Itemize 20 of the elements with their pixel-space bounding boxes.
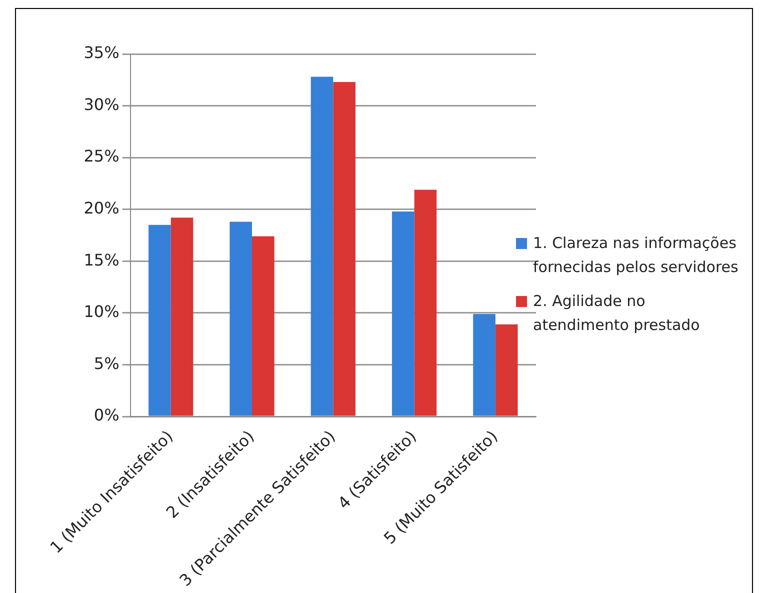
y-tick-label: 20% [84,198,120,218]
bar [170,218,194,416]
bar [392,211,414,416]
y-tick-label: 5% [94,354,120,373]
bar [148,224,171,416]
bar [230,222,252,416]
bar [252,236,274,416]
bar [310,76,334,416]
y-tick-label: 10% [84,302,120,322]
legend-label: 2. Agilidade no atendimento prestado [533,291,701,336]
bar [333,82,356,416]
y-tick-label: 35% [84,43,120,62]
bar [495,324,518,416]
y-tick-label: 15% [84,250,120,270]
bar [414,190,437,416]
y-tick-label: 25% [84,146,120,166]
legend-label: 1. Clareza nas informações fornecidas pelos servidores [533,233,740,278]
bar [473,314,496,416]
y-tick-label: 0% [94,406,120,425]
y-tick-label: 30% [84,94,120,114]
